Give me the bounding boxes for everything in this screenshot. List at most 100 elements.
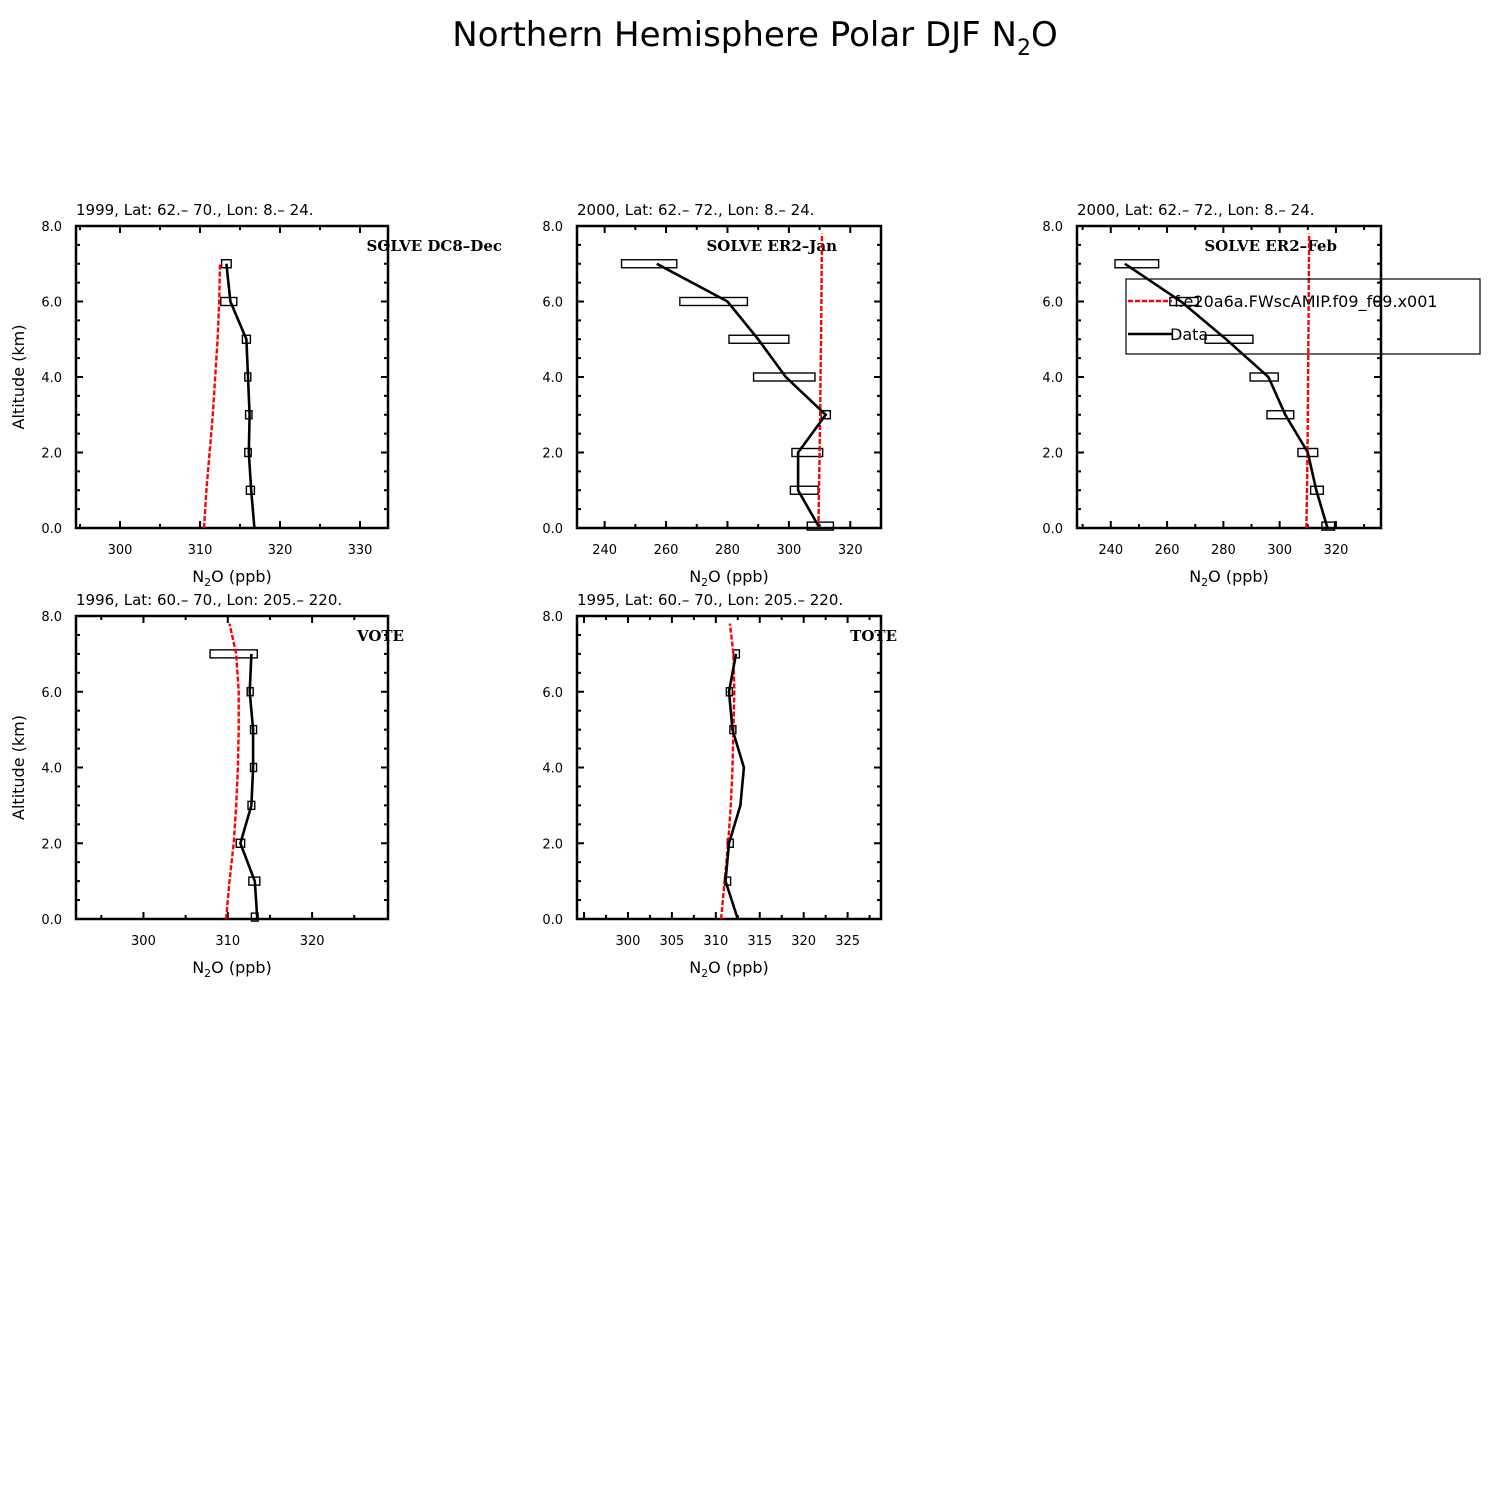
x-tick-label: 260 [1155,543,1180,558]
panel-title: 1995, Lat: 60.– 70., Lon: 205.– 220. [577,591,843,609]
y-tick-label: 2.0 [41,837,62,852]
y-tick-label: 8.0 [41,610,62,625]
y-tick-label: 6.0 [41,296,62,311]
x-axis-label: N2O (ppb) [192,958,272,980]
panel-title: 2000, Lat: 62.– 72., Lon: 8.– 24. [1077,201,1315,219]
figure-title-main: Northern Hemisphere Polar DJF N [452,15,1017,55]
x-tick-label: 300 [776,543,801,558]
plot-frame [1075,224,1383,530]
legend-data-label: Data [1170,325,1208,344]
campaign-label: TOTE [850,627,897,645]
x-tick-label: 330 [348,543,373,558]
data-series-line [225,263,256,529]
panel-title: 1999, Lat: 62.– 70., Lon: 8.– 24. [76,201,314,219]
data-series-line [724,653,746,920]
data-range-box [620,259,678,269]
y-tick-label: 4.0 [542,762,563,777]
x-axis-label: N2O (ppb) [1189,567,1269,589]
chart-panel-5: 0.0 2.0 4.0 6.0 8.0 300 305 310 315 320 325 N2O (pp… [542,591,897,980]
data-range-box [728,334,790,344]
plot-frame [575,224,883,530]
x-tick-label: 310 [215,934,240,949]
x-tick-label: 320 [300,934,325,949]
x-tick-label: 310 [188,543,213,558]
chart-panel-1: 0.0 2.0 4.0 6.0 8.0 300 310 320 330 N2O (ppb) Alti… [9,201,502,589]
y-tick-label: 4.0 [542,371,563,386]
x-tick-label: 320 [1324,543,1349,558]
y-axis-label: Altitude (km) [9,325,28,430]
y-tick-label: 2.0 [542,837,563,852]
x-tick-label: 240 [1098,543,1123,558]
campaign-label: SOLVE ER2–Feb [1204,237,1337,255]
data-range-box [791,447,824,458]
plot-frame [74,614,390,921]
panel-title: 2000, Lat: 62.– 72., Lon: 8.– 24. [577,201,815,219]
y-tick-label: 4.0 [41,371,62,386]
data-range-box [1321,521,1336,531]
x-tick-label: 320 [838,543,863,558]
y-tick-label: 0.0 [542,913,563,928]
y-tick-label: 8.0 [1042,220,1063,235]
chart-panel-2: 0.0 2.0 4.0 6.0 8.0 240 260 280 300 320 N2O (ppb) 2… [542,201,883,589]
x-tick-label: 305 [659,934,684,949]
data-range-box [1266,410,1295,420]
y-tick-label: 0.0 [1042,522,1063,537]
campaign-label: SOLVE DC8–Dec [366,237,502,255]
y-tick-label: 8.0 [542,610,563,625]
plot-frame [575,614,883,921]
x-tick-label: 320 [791,934,816,949]
x-tick-label: 280 [1211,543,1236,558]
y-tick-label: 0.0 [41,913,62,928]
x-tick-label: 315 [747,934,772,949]
plot-frame [74,224,390,530]
y-tick-label: 6.0 [542,296,563,311]
x-axis-label: N2O (ppb) [192,567,272,589]
data-range-box [209,649,258,659]
x-tick-label: 280 [715,543,740,558]
x-tick-label: 300 [616,934,641,949]
x-axis-label: N2O (ppb) [689,567,769,589]
y-tick-label: 2.0 [1042,447,1063,462]
model-series-line [224,623,240,920]
x-tick-label: 240 [592,543,617,558]
y-tick-label: 8.0 [542,220,563,235]
chart-panels: 0.0 2.0 4.0 6.0 8.0 300 310 320 330 N2O (ppb) Alti… [9,201,1481,980]
figure-title: Northern Hemisphere Polar DJF N2O [452,15,1057,61]
data-range-box [1114,259,1160,269]
y-tick-label: 2.0 [542,447,563,462]
y-tick-label: 4.0 [1042,371,1063,386]
y-tick-label: 8.0 [41,220,62,235]
y-tick-label: 6.0 [1042,296,1063,311]
model-series-line [1305,233,1311,529]
data-range-box [679,296,749,307]
figure-title-tail: O [1031,15,1058,55]
y-tick-label: 6.0 [41,686,62,701]
x-tick-label: 300 [108,543,133,558]
x-tick-label: 260 [654,543,679,558]
y-tick-label: 0.0 [41,522,62,537]
legend-model-label: f.e20a6a.FWscAMIP.f09_f09.x001 [1174,292,1438,312]
y-axis-label: Altitude (km) [9,715,28,820]
data-range-box [806,521,835,531]
x-tick-label: 325 [835,934,860,949]
y-tick-label: 4.0 [41,762,62,777]
model-series-line [202,263,222,529]
model-series-line [817,233,824,529]
legend: f.e20a6a.FWscAMIP.f09_f09.x001 Data [1125,278,1481,355]
data-series-line [1124,262,1329,529]
campaign-label: VOTE [356,627,404,645]
x-tick-label: 310 [703,934,728,949]
chart-panel-3: 0.0 2.0 4.0 6.0 8.0 240 260 280 300 320 N2O (ppb) 2… [1042,201,1481,589]
data-range-box [789,485,819,495]
panel-title: 1996, Lat: 60.– 70., Lon: 205.– 220. [76,591,342,609]
y-tick-label: 0.0 [542,522,563,537]
data-series-line [656,262,828,529]
campaign-label: SOLVE ER2–Jan [706,237,837,255]
figure-title-subscript: 2 [1017,36,1031,61]
data-series-line [239,653,259,920]
x-tick-label: 300 [1267,543,1292,558]
legend-frame [1125,278,1481,355]
y-tick-label: 2.0 [41,447,62,462]
chart-panel-4: 0.0 2.0 4.0 6.0 8.0 300 310 320 N2O (ppb) Altitud… [9,591,404,980]
